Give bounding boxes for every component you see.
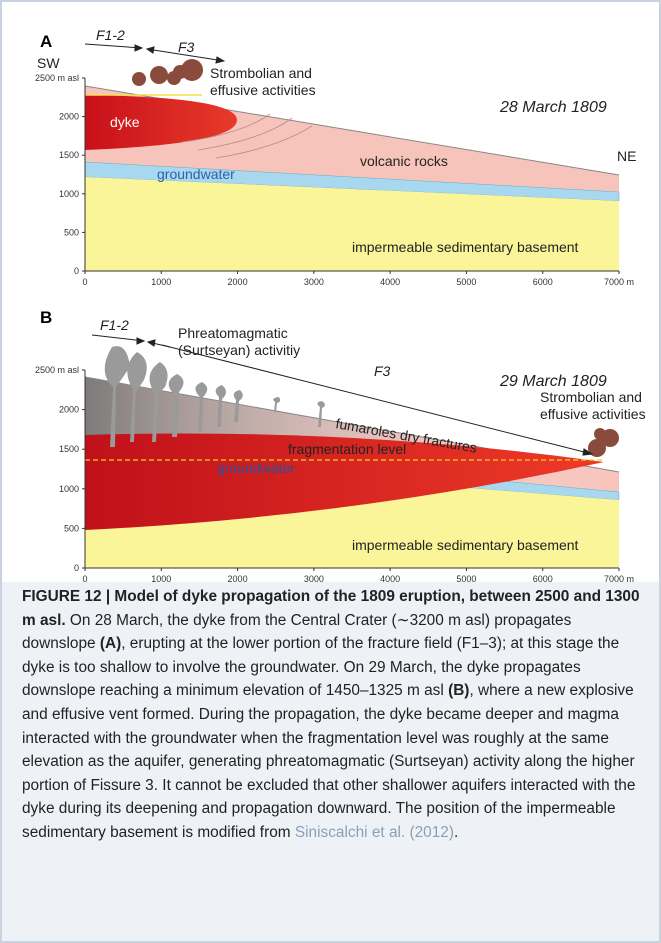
y-tick-label: 1000 (59, 189, 79, 199)
f3-label: F3 (374, 363, 391, 379)
basement-label: impermeable sedimentary basement (352, 239, 579, 255)
phreato-label: (Surtseyan) activitiy (178, 342, 300, 358)
caption-text: . (454, 824, 458, 841)
caption-ref: (B) (448, 682, 469, 699)
x-tick-label: 2000 (228, 574, 248, 582)
x-tick-label: 1000 (151, 574, 171, 582)
f12-label: F1-2 (96, 27, 125, 43)
y-tick-label: 2500 m asl (35, 73, 79, 83)
x-tick-label: 1000 (151, 277, 171, 287)
date-label: 29 March 1809 (499, 373, 607, 390)
y-tick-label: 500 (64, 523, 79, 533)
citation-link[interactable]: Siniscalchi et al. (2012) (295, 824, 454, 841)
caption-ref: (A) (100, 635, 121, 652)
f3-label: F3 (178, 39, 195, 55)
activity-label: Strombolian and (540, 389, 642, 405)
fragmentation-label: fragmentation level (288, 441, 406, 457)
x-tick-label: 6000 (533, 277, 553, 287)
x-tick-label: 5000 (456, 574, 476, 582)
x-tick-label: 3000 (304, 277, 324, 287)
figure: A SW F1-2 F3 Strombolian and effusive ac… (0, 0, 661, 943)
caption: FIGURE 12 | Model of dyke propagation of… (22, 585, 642, 845)
date-label: 28 March 1809 (499, 99, 607, 116)
f12-label: F1-2 (100, 317, 129, 333)
y-tick-label: 500 (64, 227, 79, 237)
dyke-label: dyke (110, 114, 140, 130)
caption-text: , where a new explosive and effusive ven… (22, 682, 635, 841)
y-tick-label: 2000 (59, 405, 79, 415)
x-tick-label: 5000 (456, 277, 476, 287)
x-tick-label: 0 (82, 574, 87, 582)
y-tick-label: 2500 m asl (35, 365, 79, 375)
y-tick-label: 0 (74, 563, 79, 573)
x-tick-label: 7000 m (604, 574, 634, 582)
x-tick-label: 6000 (533, 574, 553, 582)
rocks-label: volcanic rocks (360, 153, 448, 169)
y-tick-label: 1000 (59, 484, 79, 494)
sw-label: SW (37, 55, 60, 71)
panel-letter: B (40, 308, 52, 327)
activity-label: effusive activities (540, 406, 646, 422)
x-tick-label: 4000 (380, 574, 400, 582)
y-tick-label: 0 (74, 266, 79, 276)
basement-label: impermeable sedimentary basement (352, 537, 579, 553)
y-tick-label: 1500 (59, 444, 79, 454)
panel-letter: A (40, 32, 52, 51)
activity-label: Strombolian and (210, 65, 312, 81)
phreato-label: Phreatomagmatic (178, 325, 288, 341)
x-tick-label: 3000 (304, 574, 324, 582)
y-tick-label: 1500 (59, 150, 79, 160)
x-tick-label: 7000 m (604, 277, 634, 287)
activity-label: effusive activities (210, 82, 316, 98)
x-tick-label: 0 (82, 277, 87, 287)
figure-panels: A SW F1-2 F3 Strombolian and effusive ac… (2, 2, 659, 582)
y-tick-label: 2000 (59, 112, 79, 122)
x-tick-label: 4000 (380, 277, 400, 287)
ne-label: NE (617, 148, 636, 164)
groundwater-label: groundwater (217, 460, 295, 476)
groundwater-label: groundwater (157, 166, 235, 182)
x-tick-label: 2000 (228, 277, 248, 287)
